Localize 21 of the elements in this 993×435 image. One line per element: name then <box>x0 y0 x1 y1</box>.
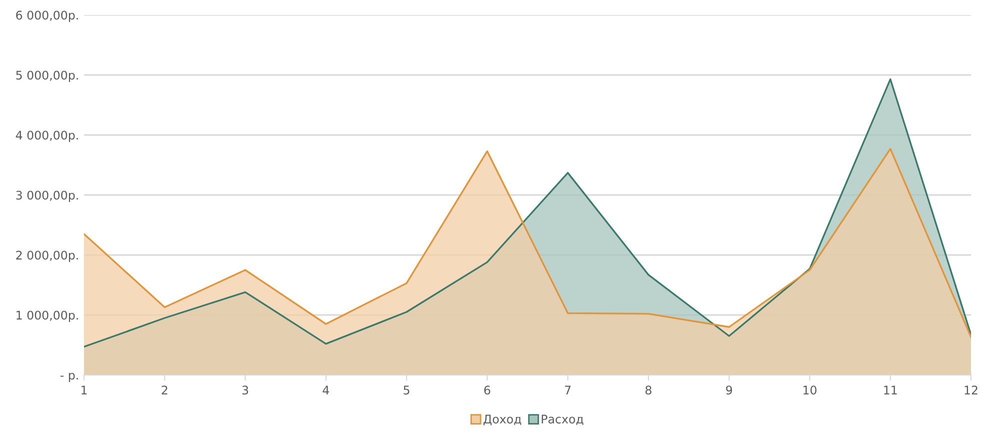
y-tick-label: 2 000,00р. <box>16 250 78 262</box>
x-tick-label: 12 <box>964 386 978 394</box>
x-tick-label: 1 <box>82 386 87 394</box>
legend-label: Расход <box>542 414 584 426</box>
y-tick-label: - р. <box>60 372 78 382</box>
x-tick-label: 4 <box>322 386 330 394</box>
x-tick-label: 7 <box>565 386 571 394</box>
legend-label: Доход <box>484 414 522 426</box>
x-tick-label: 3 <box>242 386 248 395</box>
y-tick-label: 4 000,00р. <box>16 130 78 142</box>
y-tick-label: 6 000,00р. <box>16 10 78 22</box>
x-tick-label: 6 <box>484 386 490 395</box>
x-tick-label: 2 <box>162 386 168 394</box>
y-tick-label: 1 000,00р. <box>16 310 78 322</box>
x-tick-label: 8 <box>646 386 652 395</box>
y-tick-label: 3 000,00р. <box>16 190 78 202</box>
x-tick-label: 9 <box>726 386 732 395</box>
y-tick-label: 5 000,00р. <box>16 70 78 82</box>
x-tick-label: 11 <box>884 386 897 394</box>
x-tick-label: 5 <box>404 386 410 395</box>
x-tick-label: 10 <box>804 386 816 395</box>
